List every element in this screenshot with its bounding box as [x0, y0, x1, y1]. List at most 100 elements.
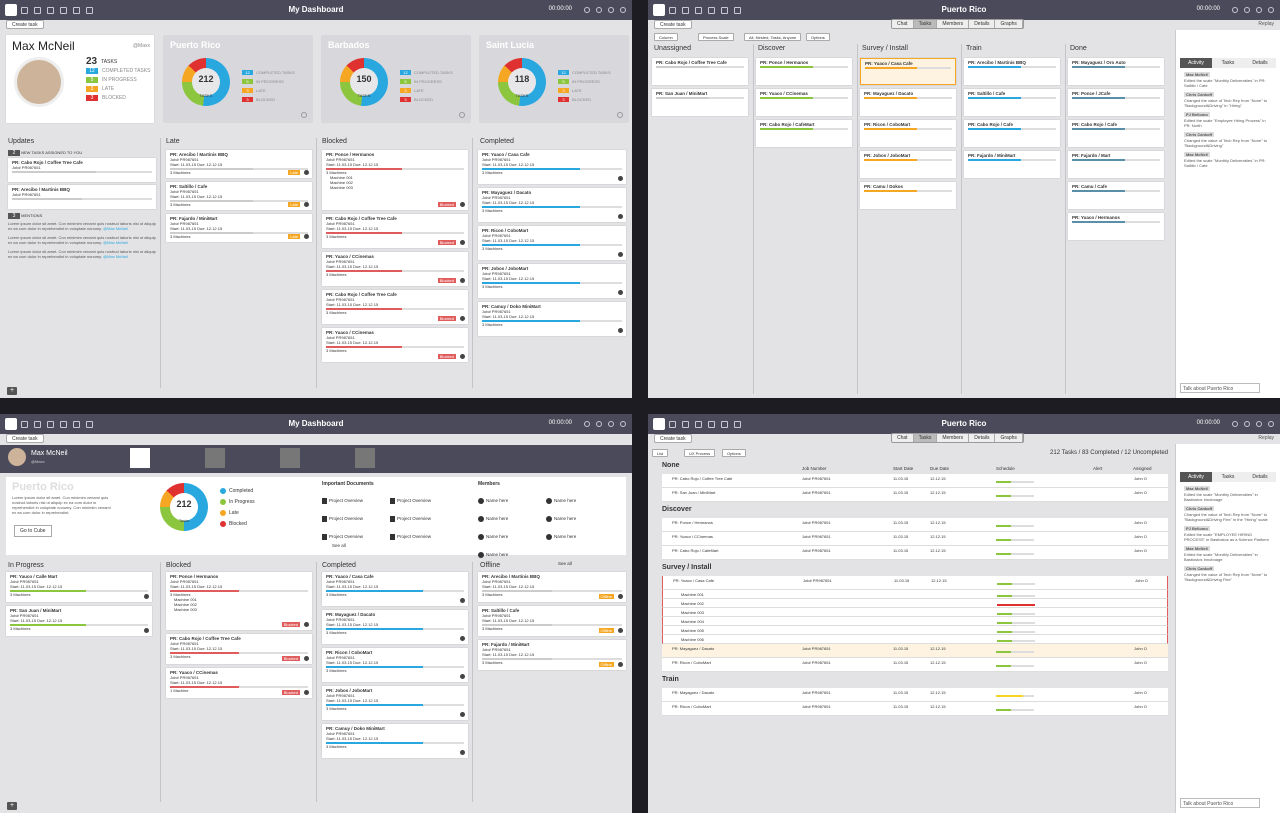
machine-row[interactable]: Machine 003 — [174, 607, 197, 612]
page-title[interactable]: My Dashboard — [288, 419, 344, 428]
help-icon[interactable] — [608, 421, 614, 427]
board-card[interactable]: PR: San Juan / MiniMart — [652, 89, 748, 116]
filter-dropdown[interactable]: List — [652, 449, 669, 457]
assigned-user[interactable]: John O — [1134, 690, 1147, 695]
board-card[interactable]: PR: Mayaguez / Oro Auto — [1068, 58, 1164, 85]
machines-count[interactable]: 3 Machines — [482, 208, 503, 213]
home-icon[interactable] — [21, 7, 28, 14]
app-logo-icon[interactable] — [5, 418, 17, 430]
bell-icon[interactable] — [584, 421, 590, 427]
settings-icon[interactable] — [1268, 7, 1274, 13]
user-icon[interactable] — [1244, 7, 1250, 13]
create-task-button[interactable]: Create task — [654, 434, 692, 443]
edit-icon[interactable] — [708, 421, 715, 428]
home-icon[interactable] — [669, 421, 676, 428]
machines-count[interactable]: 3 Machines — [482, 592, 503, 597]
create-task-button[interactable]: Create task — [6, 20, 44, 29]
see-all-members-link[interactable]: See all — [558, 561, 572, 566]
help-icon[interactable] — [1256, 421, 1262, 427]
task-card[interactable]: PR: Ricon / CoboMart Job# PR987651 Start: … — [478, 226, 626, 260]
calendar-icon[interactable] — [47, 7, 54, 14]
tab-tasks[interactable]: Tasks — [913, 20, 938, 28]
activity-user[interactable]: PJ Bellomo — [1184, 526, 1210, 531]
task-card[interactable]: PR: Arecibo / Martinis BBQ Job# PR987651 S… — [478, 572, 626, 602]
board-card[interactable]: PR: Fajardo / Mart — [1068, 151, 1164, 178]
sidebar-tab-tasks[interactable]: Tasks — [1212, 472, 1244, 482]
timer[interactable]: 00:00:00 — [1196, 6, 1220, 12]
project-card[interactable]: Saint Lucia 118 TASKS 12 COMPLETED TASKS 5 IN … — [480, 36, 628, 122]
task-card[interactable]: PR: Jobos / JoboMart Job# PR987651 Start: … — [478, 264, 626, 298]
task-card[interactable]: PR: Cabo Rojo / Coffee Tree Cafe Job# PR9… — [322, 290, 468, 324]
machines-count[interactable]: 3 Machines — [326, 234, 347, 239]
tab-details[interactable]: Details — [969, 20, 996, 28]
list-row[interactable]: PR: Ponce / Hermanos Job# PR987651 11.03.1… — [662, 518, 1168, 532]
list-row[interactable]: Machine 006 — [662, 635, 1168, 644]
settings-icon[interactable] — [620, 7, 626, 13]
board-card[interactable]: PR: Yuaco / CCinemas — [756, 89, 852, 116]
board-card[interactable]: PR: Ponce / JCafe — [1068, 89, 1164, 116]
machines-count[interactable]: 3 Machines — [482, 246, 503, 251]
apps-icon[interactable] — [682, 421, 689, 428]
timer[interactable]: 00:00:00 — [548, 6, 572, 12]
sidebar-tab-tasks[interactable]: Tasks — [1212, 58, 1244, 68]
task-card[interactable]: PR: Camuy / Doko MiniMart Job# PR987651 St… — [478, 302, 626, 336]
task-card[interactable]: PR: Yuaco / Casa Cafe Job# PR987651 Start:… — [478, 150, 626, 184]
document-item[interactable]: Project Overview — [390, 533, 458, 540]
board-card[interactable]: PR: Camu / Dokos — [860, 182, 956, 209]
list-row[interactable]: PR: Mayaguez / Dacato Job# PR987651 11.03.… — [662, 688, 1168, 702]
member-item[interactable]: Name here — [478, 515, 546, 522]
activity-user[interactable]: Max McNeil — [1184, 486, 1210, 491]
filter-dropdown[interactable]: Options — [722, 449, 746, 457]
machines-count[interactable]: 3 Machines — [170, 170, 191, 175]
board-card[interactable]: PR: Cabo Rojo / Cafe — [1068, 120, 1164, 147]
task-card[interactable]: PR: Yuaco / CCinemas Job# PR987651 Start: … — [322, 328, 468, 362]
help-icon[interactable] — [1256, 7, 1262, 13]
task-card[interactable]: PR: Saltillo / Cafe Job# PR987651 Start: 1… — [166, 182, 312, 210]
machines-count[interactable]: 3 Machines — [326, 310, 347, 315]
task-card[interactable]: PR: Mayaguez / Dacato Job# PR987651 Start:… — [322, 610, 468, 644]
filter-dropdown[interactable]: Options — [806, 33, 830, 41]
project-card[interactable]: Barbados 150 TASKS 12 COMPLETED TASKS 5 IN PRO… — [322, 36, 470, 122]
board-card[interactable]: PR: Saltillo / Cafe — [964, 89, 1060, 116]
activity-user[interactable]: Chris Cankoff — [1184, 132, 1215, 137]
section-header[interactable]: None — [662, 462, 680, 469]
mail-icon[interactable] — [721, 7, 728, 14]
board-card[interactable]: PR: Mayaguez / Dacato — [860, 89, 956, 116]
machines-count[interactable]: 3 Machines — [326, 592, 347, 597]
list-row[interactable]: PR: Cabo Rojo / CafeMart Job# PR987651 11.… — [662, 546, 1168, 560]
tab-chat[interactable]: Chat — [892, 434, 914, 442]
member-item[interactable]: Name here — [478, 533, 546, 540]
mail-icon[interactable] — [73, 7, 80, 14]
machines-count[interactable]: 3 Machines — [170, 654, 191, 659]
document-item[interactable]: Project Overview — [390, 515, 458, 522]
board-card[interactable]: PR: Ricon / CoboMart — [860, 120, 956, 147]
mail-icon[interactable] — [721, 421, 728, 428]
list-row[interactable]: PR: Yuaco / CCinemas Job# PR987651 11.03.1… — [662, 532, 1168, 546]
board-card[interactable]: PR: Cabo Rojo / Coffee Tree Cafe — [652, 58, 748, 85]
list-row[interactable]: PR: San Juan / MiniMart Job# PR987651 11.0… — [662, 488, 1168, 502]
tab-members[interactable]: Members — [937, 434, 970, 442]
mail-icon[interactable] — [73, 421, 80, 428]
machines-count[interactable]: 3 Machines — [326, 744, 347, 749]
task-card[interactable]: PR: Ricon / CoboMart Job# PR987651 Start: … — [322, 648, 468, 682]
member-item[interactable]: Name here — [546, 515, 614, 522]
activity-user[interactable]: PJ Bellomo — [1184, 112, 1210, 117]
home-icon[interactable] — [21, 421, 28, 428]
sidebar-tab-details[interactable]: Details — [1244, 472, 1276, 482]
task-card[interactable]: PR: Fajardo / MiniMart Job# PR987651 Start… — [478, 640, 626, 670]
document-item[interactable]: Project Overview — [322, 515, 390, 522]
chat-input[interactable]: Talk about Puerto Rico — [1180, 798, 1260, 808]
document-item[interactable]: Project Overview — [322, 497, 390, 504]
list-row[interactable]: Machine 001 — [662, 590, 1168, 599]
see-all-docs-link[interactable]: See all — [332, 543, 346, 548]
task-card[interactable]: PR: Yauco / Calle Mart Job# PR987651 Start… — [6, 572, 152, 602]
page-title[interactable]: Puerto Rico — [941, 5, 987, 14]
create-task-button[interactable]: Create task — [6, 434, 44, 443]
bell-icon[interactable] — [1232, 421, 1238, 427]
task-card[interactable]: PR: Camuy / Doko MiniMart Job# PR987651 St… — [322, 724, 468, 758]
task-card[interactable]: PR: Yuaco / CCinemas Job# PR987651 Start: … — [322, 252, 468, 286]
tab-graphs[interactable]: Graphs — [995, 434, 1023, 442]
machines-count[interactable]: 3 Machines — [482, 322, 503, 327]
chat-input[interactable]: Talk about Puerto Rico — [1180, 383, 1260, 393]
assigned-user[interactable]: John O — [1134, 548, 1147, 553]
